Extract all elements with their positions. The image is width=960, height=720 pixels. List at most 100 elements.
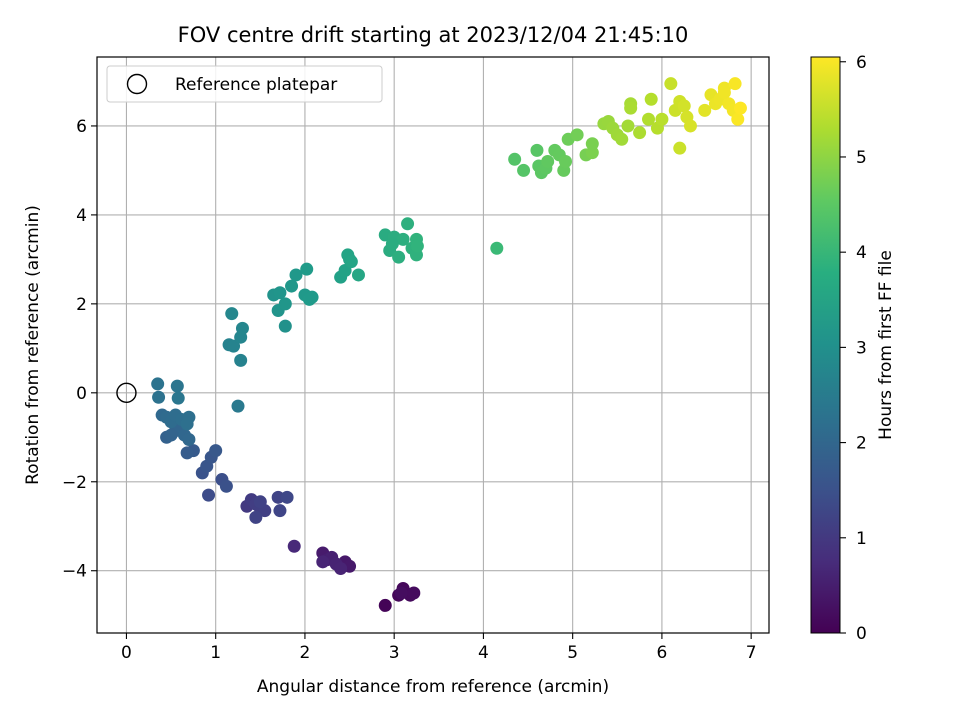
data-point	[655, 112, 669, 126]
data-point	[570, 128, 584, 142]
data-point	[683, 119, 697, 133]
y-tick-label: −4	[62, 562, 87, 582]
data-point	[209, 444, 223, 458]
reference-platepar-marker	[116, 382, 137, 404]
data-point	[180, 417, 194, 431]
data-point	[316, 555, 330, 569]
data-point	[219, 479, 233, 493]
data-point	[253, 495, 267, 509]
data-point	[530, 143, 544, 157]
colorbar-axis: 0 1 2 3 4 5 6	[840, 53, 867, 644]
data-point	[334, 562, 348, 576]
data-point	[351, 268, 365, 282]
data-point	[559, 155, 573, 169]
data-point	[410, 239, 424, 253]
colorbar-tick-label: 3	[856, 338, 867, 358]
colorbar-tick-label: 5	[856, 148, 867, 168]
y-axis-label: Rotation from reference (arcmin)	[23, 205, 43, 485]
data-point	[401, 217, 415, 231]
data-point	[235, 321, 249, 335]
data-point	[698, 103, 712, 117]
y-tick-label: 6	[76, 117, 87, 137]
data-point	[285, 279, 299, 293]
legend-label-reference: Reference platepar	[175, 75, 337, 95]
legend-box	[106, 65, 383, 103]
data-point	[151, 377, 165, 391]
legend: Reference platepar	[106, 65, 383, 103]
data-point	[615, 132, 629, 146]
data-point	[396, 232, 410, 246]
data-point	[278, 297, 292, 311]
data-point	[394, 586, 408, 600]
y-tick-label: 2	[76, 295, 87, 315]
x-axis-label: Angular distance from reference (arcmin)	[257, 677, 609, 697]
colorbar-tick-label: 0	[856, 624, 867, 644]
data-point	[633, 126, 647, 140]
data-point	[344, 255, 358, 269]
x-axis: 0 1 2 3 4 5 6 7	[121, 633, 757, 663]
data-point	[289, 268, 303, 282]
data-points	[151, 77, 747, 612]
data-point	[621, 119, 635, 133]
x-tick-label: 3	[389, 643, 400, 663]
data-point	[305, 290, 319, 304]
data-point	[271, 490, 285, 504]
data-point	[624, 101, 638, 115]
chart-title: FOV centre drift starting at 2023/12/04 …	[178, 23, 689, 47]
x-tick-label: 7	[746, 643, 757, 663]
colorbar-tick-label: 1	[856, 529, 867, 549]
data-point	[278, 319, 292, 333]
data-point	[231, 399, 245, 413]
data-point	[202, 488, 216, 502]
data-point	[731, 112, 745, 126]
data-point	[585, 137, 599, 151]
data-point	[287, 539, 301, 553]
plot-frame	[96, 56, 770, 634]
data-point	[517, 163, 531, 177]
colorbar-tick-label: 2	[856, 434, 867, 454]
data-point	[490, 241, 504, 255]
data-point	[378, 598, 392, 612]
grid	[97, 57, 769, 633]
data-point	[644, 92, 658, 106]
data-point	[541, 155, 555, 169]
data-point	[225, 307, 239, 321]
data-point	[171, 391, 185, 405]
y-tick-label: 4	[76, 206, 87, 226]
data-point	[280, 490, 294, 504]
data-point	[508, 152, 522, 166]
x-tick-label: 0	[121, 643, 132, 663]
data-point	[733, 101, 747, 115]
data-point	[664, 77, 678, 91]
data-point	[182, 433, 196, 447]
data-point	[180, 446, 194, 460]
data-point	[677, 99, 691, 113]
colorbar-tick-label: 6	[856, 53, 867, 73]
y-tick-label: −2	[62, 473, 87, 493]
data-point	[170, 379, 184, 393]
data-point	[227, 339, 241, 353]
data-point	[673, 141, 687, 155]
x-tick-label: 5	[567, 643, 578, 663]
data-point	[585, 146, 599, 160]
colorbar	[810, 56, 841, 634]
colorbar-tick-label: 4	[856, 243, 867, 263]
data-point	[392, 250, 406, 264]
data-point	[273, 286, 287, 300]
data-point	[152, 390, 166, 404]
x-tick-label: 2	[300, 643, 311, 663]
y-axis: −4 −2 0 2 4 6	[62, 117, 97, 582]
data-point	[385, 237, 399, 251]
colorbar-label: Hours from first FF file	[876, 250, 896, 440]
data-point	[300, 262, 314, 276]
x-tick-label: 1	[210, 643, 221, 663]
legend-marker-reference	[126, 73, 148, 95]
x-tick-label: 6	[656, 643, 667, 663]
data-point	[234, 353, 248, 367]
data-point	[728, 77, 742, 91]
y-tick-label: 0	[76, 384, 87, 404]
data-point	[642, 112, 656, 126]
data-point	[273, 504, 287, 518]
